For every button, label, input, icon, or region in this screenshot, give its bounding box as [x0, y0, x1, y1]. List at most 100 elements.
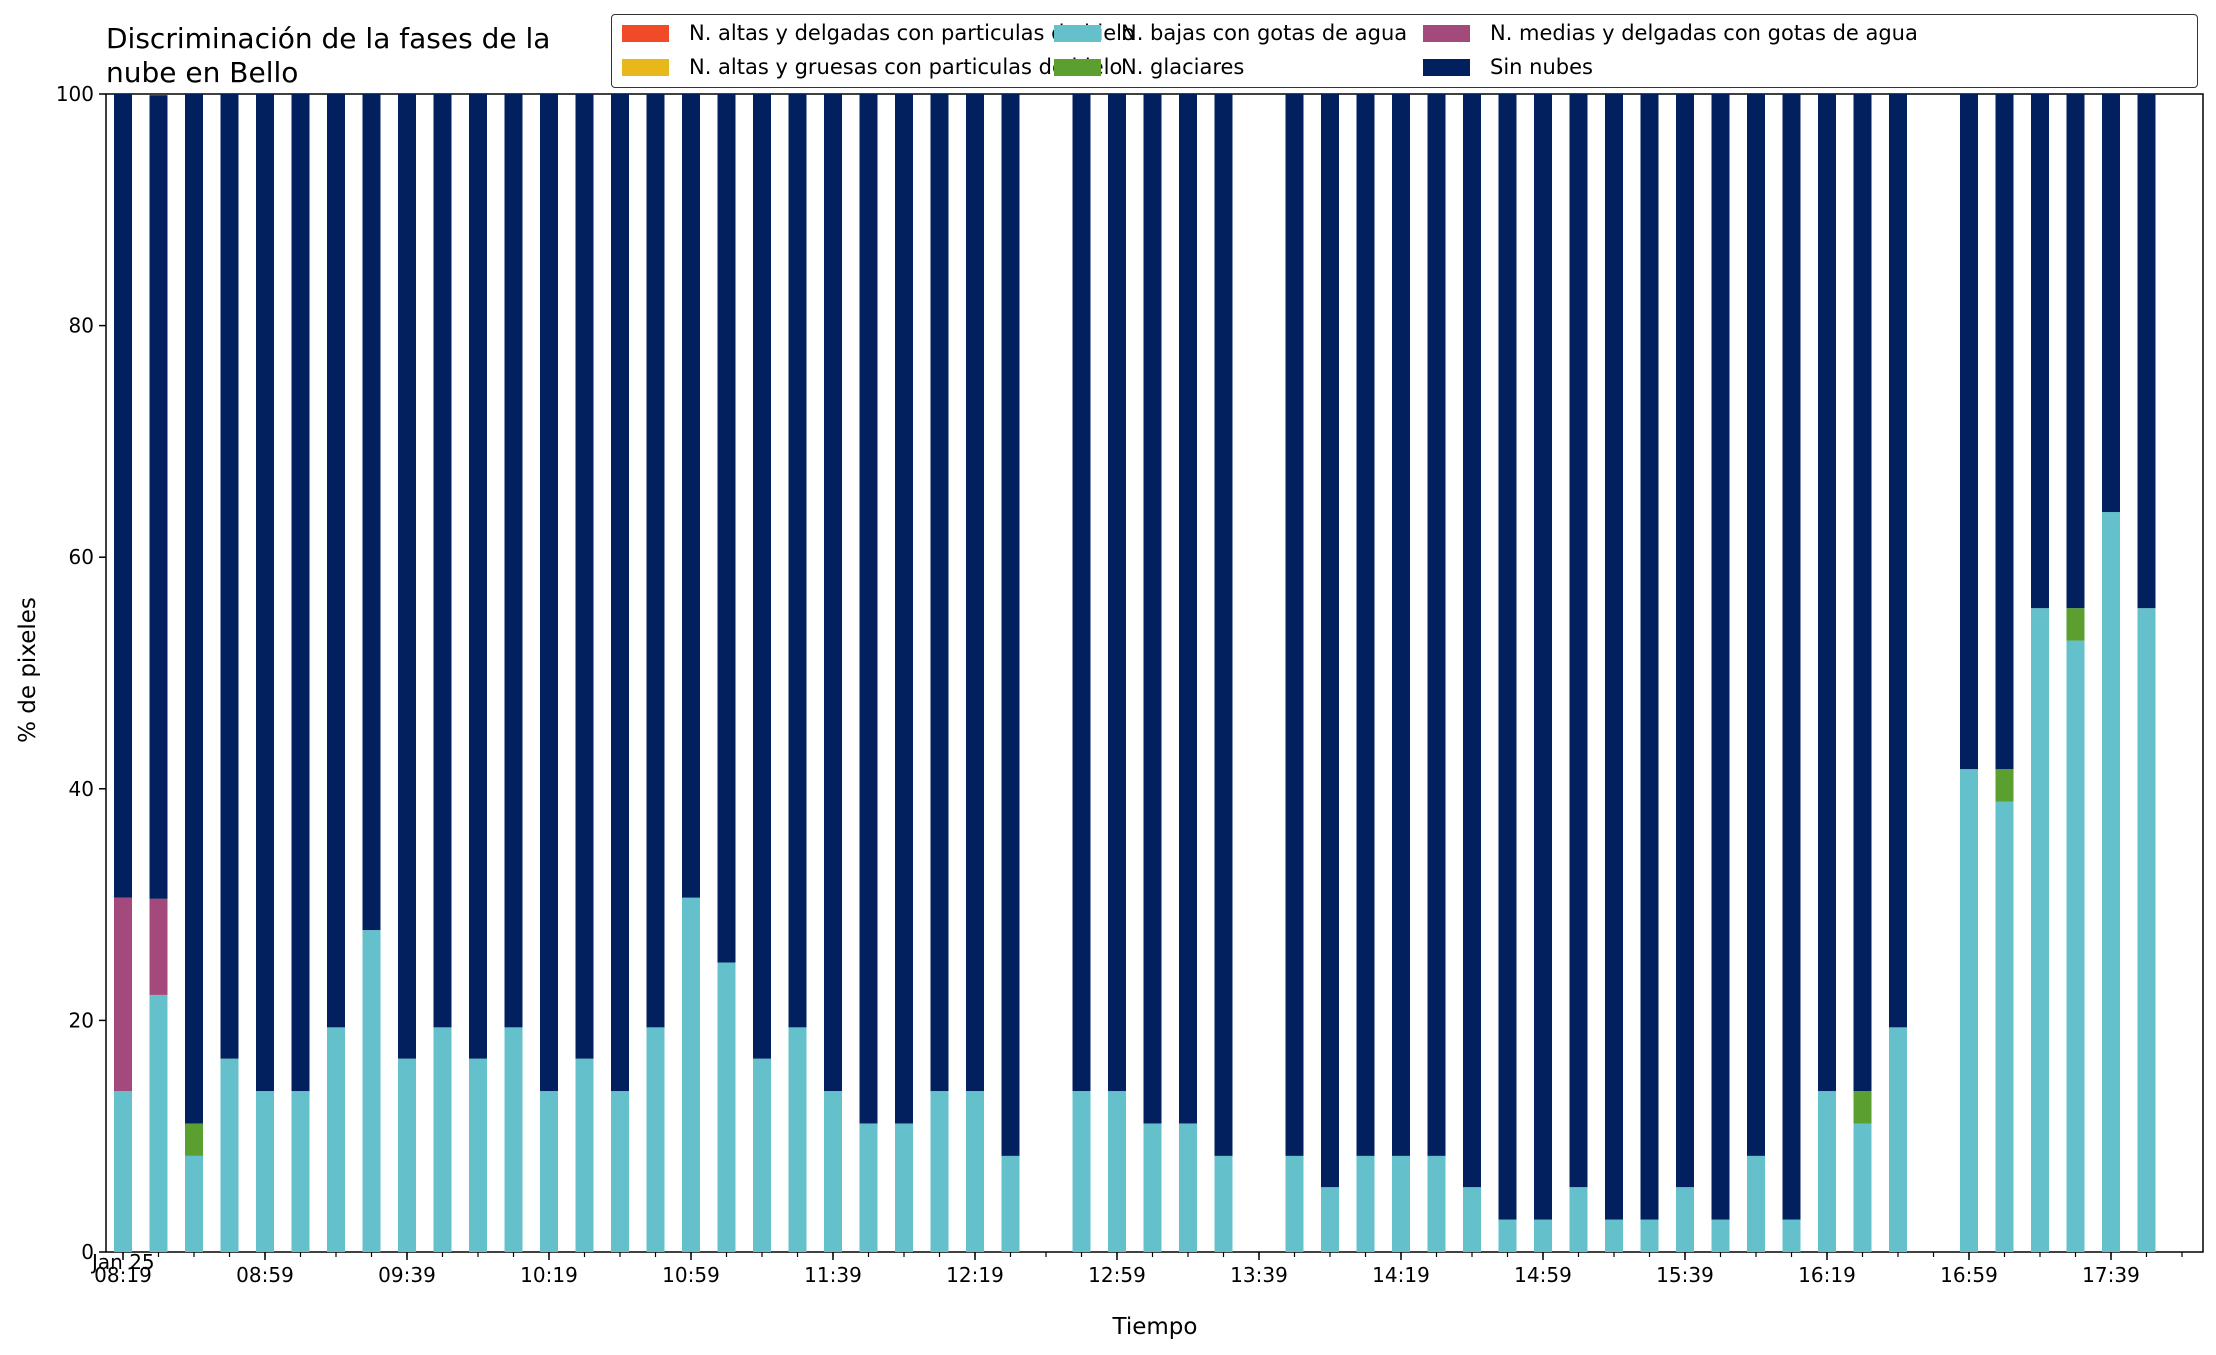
legend-label: N. medias y delgadas con gotas de agua [1490, 21, 1918, 45]
bar-segment [575, 1058, 594, 1252]
bar-segment [1179, 94, 1197, 1124]
bar-segment [646, 1027, 665, 1252]
bar-segment [682, 897, 700, 1252]
bar-segment [1001, 1155, 1020, 1252]
bar-segment [185, 1155, 203, 1252]
bar-segment [362, 930, 381, 1252]
x-axis-title: Tiempo [0, 1314, 2216, 1340]
bar-segment [1463, 1187, 1481, 1252]
bar-segment [859, 94, 878, 1124]
bar-segment [2031, 94, 2049, 609]
bar-segment [114, 897, 132, 1092]
bar-segment [398, 1058, 416, 1252]
legend-label: Sin nubes [1490, 55, 1593, 79]
legend-item: N. glaciares [1054, 53, 1244, 81]
y-tick-label: 20 [69, 1008, 94, 1032]
y-tick-label: 40 [69, 777, 94, 801]
bar-segment [824, 94, 842, 1092]
bar-segment [327, 1027, 345, 1252]
bar-segment [1782, 1219, 1801, 1252]
bar-segment [2066, 94, 2085, 609]
legend-item: N. altas y gruesas con particulas de hie… [622, 53, 1122, 81]
bar-segment [185, 1123, 203, 1156]
x-tick-label: 12:59 [1088, 1263, 1146, 1287]
bar-segment [469, 1058, 487, 1252]
bar-segment [2066, 640, 2085, 1252]
bar-segment [717, 962, 736, 1252]
bar-segment [220, 1058, 239, 1252]
x-tick-label: 16:19 [1798, 1263, 1856, 1287]
bar-segment [398, 94, 416, 1059]
bar-segment [1072, 1091, 1091, 1252]
bar-segment [469, 94, 487, 1059]
bar-segment [753, 94, 771, 1059]
bar-segment [1676, 1187, 1694, 1252]
bar-segment [1853, 1123, 1872, 1252]
bar-segment [1818, 94, 1836, 1092]
bar-segment [1321, 1187, 1339, 1252]
bar-segment [1356, 94, 1375, 1156]
legend-swatch [1054, 24, 1101, 42]
bar-segment [1427, 94, 1446, 1156]
legend-swatch [1423, 58, 1470, 76]
bar-segment [220, 94, 239, 1059]
bar-segment [1747, 94, 1765, 1156]
bar-segment [256, 1091, 274, 1252]
bar-segment [1356, 1155, 1375, 1252]
bar-segment [256, 94, 274, 1092]
bar-segment [646, 94, 665, 1028]
bar-segment [1108, 94, 1126, 1092]
bar-segment [1108, 1091, 1126, 1252]
x-date-label: Jan 25 [92, 1250, 155, 1274]
legend: N. altas y delgadas con particulas de hi… [611, 14, 2198, 88]
bar-segment [1960, 94, 1978, 770]
x-tick-label: 10:19 [520, 1263, 578, 1287]
legend-swatch [1054, 58, 1101, 76]
bar-segment [149, 95, 168, 899]
bar-segment [895, 94, 913, 1124]
bar-segment [1782, 94, 1801, 1220]
bar-segment [1711, 94, 1730, 1220]
bar-segment [1001, 94, 1020, 1156]
legend-item: N. medias y delgadas con gotas de agua [1423, 19, 1918, 47]
bar-segment [859, 1123, 878, 1252]
bar-segment [504, 94, 523, 1028]
bar-segment [1392, 94, 1410, 1156]
bar-segment [717, 94, 736, 963]
bar-segment [2102, 512, 2120, 1252]
bar-segment [611, 1091, 629, 1252]
bar-segment [1143, 1123, 1162, 1252]
bar-segment [2137, 94, 2156, 609]
bar-segment [1285, 94, 1304, 1156]
bar-segment [1711, 1219, 1730, 1252]
bar-segment [149, 898, 168, 995]
bar-segment [682, 94, 700, 898]
legend-item: N. bajas con gotas de agua [1054, 19, 1407, 47]
legend-label: N. glaciares [1121, 55, 1245, 79]
x-tick-label: 10:59 [662, 1263, 720, 1287]
legend-label: N. altas y gruesas con particulas de hie… [689, 55, 1123, 79]
x-tick-label: 08:19 [94, 1263, 152, 1287]
bar-segment [1995, 94, 2014, 770]
x-tick-label: 08:59 [236, 1263, 294, 1287]
bar-segment [1321, 94, 1339, 1188]
x-tick-label: 15:39 [1656, 1263, 1714, 1287]
bar-segment [1995, 801, 2014, 1252]
bar-segment [1392, 1155, 1410, 1252]
bar-segment [2102, 94, 2120, 513]
bar-segment [788, 1027, 807, 1252]
x-tick-label: 09:39 [378, 1263, 436, 1287]
bar-segment [1534, 1219, 1552, 1252]
bar-segment [2031, 608, 2049, 1252]
bar-segment [1072, 94, 1091, 1092]
bar-segment [433, 1027, 452, 1252]
bar-segment [149, 994, 168, 1252]
bar-segment [1569, 94, 1588, 1188]
bar-segment [540, 1091, 558, 1252]
legend-swatch [622, 24, 669, 42]
bar-segment [114, 94, 132, 898]
bar-segment [1498, 94, 1517, 1220]
bar-segment [575, 94, 594, 1059]
